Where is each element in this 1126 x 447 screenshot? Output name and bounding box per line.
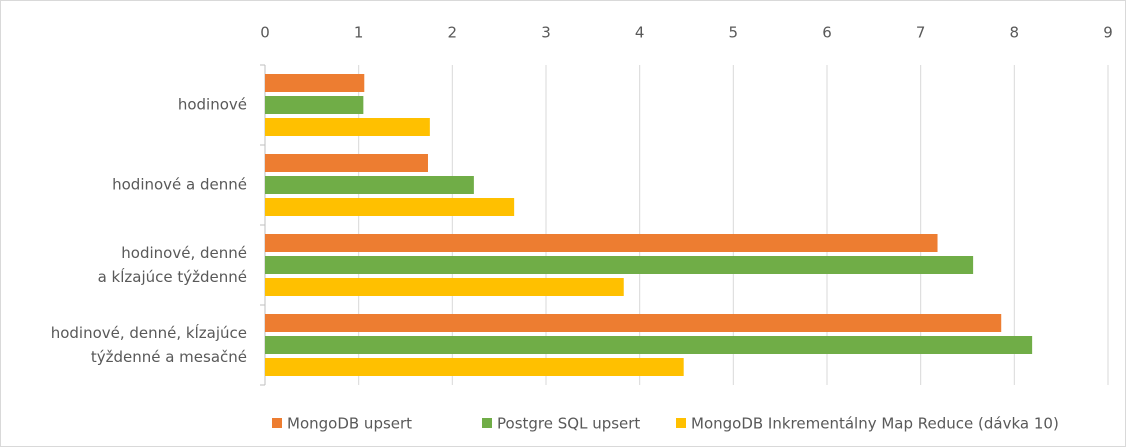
x-tick-label: 9 [1103,24,1113,42]
bar [265,358,684,376]
y-tick-label: hodinové, denné, kĺzajúce týždenné a mesa… [51,323,247,366]
legend-swatch [676,418,686,428]
bar [265,198,515,216]
x-tick-label: 0 [260,24,270,42]
legend-swatch [482,418,492,428]
x-tick-label: 4 [635,24,645,42]
x-tick-label: 5 [729,24,739,42]
legend-label: MongoDB Inkrementálny Map Reduce (dávka … [691,415,1059,433]
bar [265,154,428,172]
x-tick-label: 8 [1010,24,1020,42]
x-tick-label: 1 [354,24,364,42]
legend-label: MongoDB upsert [287,415,412,433]
bar [265,176,474,194]
x-tick-label: 6 [822,24,832,42]
y-tick-label: hodinové [178,96,247,114]
legend-label: Postgre SQL upsert [497,415,640,433]
x-tick-label: 2 [448,24,458,42]
bar [265,234,938,252]
x-tick-label: 7 [916,24,926,42]
bar [265,278,624,296]
bar [265,314,1002,332]
bar [265,74,365,92]
legend-swatch [272,418,282,428]
bar [265,336,1033,354]
y-tick-label: hodinové a denné [112,176,247,194]
bar [265,118,430,136]
bar [265,256,974,274]
bar [265,96,364,114]
y-tick-label: hodinové, denné a kĺzajúce týždenné [98,244,247,286]
x-tick-label: 3 [541,24,551,42]
